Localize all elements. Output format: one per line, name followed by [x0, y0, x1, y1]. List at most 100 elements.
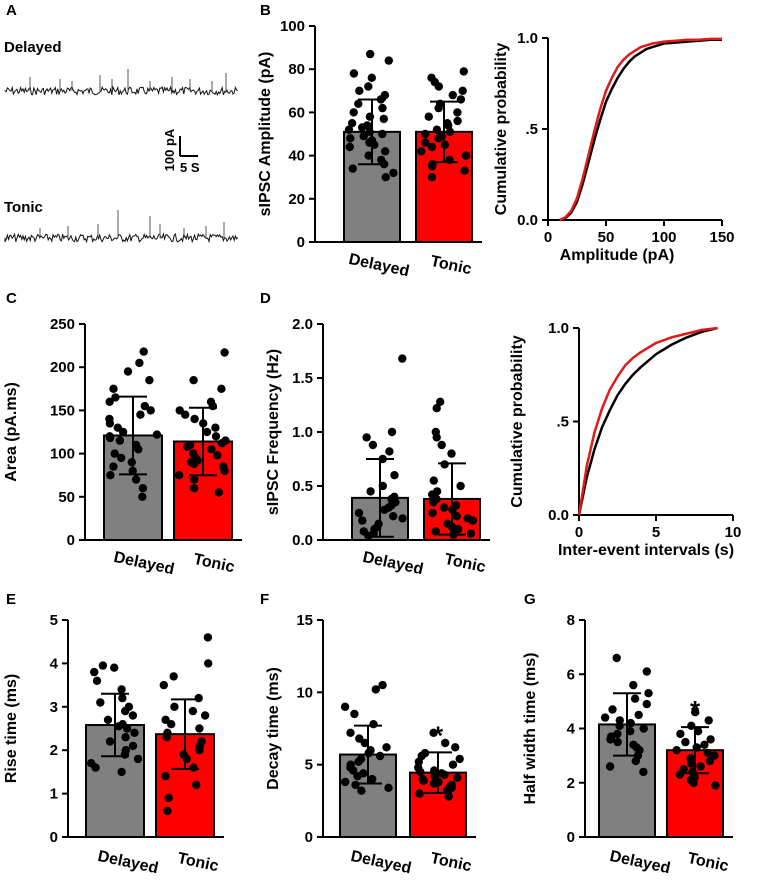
y-tick-label: .5	[525, 121, 538, 138]
x-tick-label: 5	[652, 524, 660, 541]
data-point	[111, 393, 120, 402]
data-point	[349, 69, 359, 78]
data-point	[128, 741, 138, 751]
x-axis-label: Amplitude (pA)	[560, 247, 675, 264]
data-point	[131, 475, 141, 484]
data-point	[634, 710, 643, 720]
data-point	[347, 119, 357, 128]
data-point	[444, 121, 453, 130]
y-axis-label: sIPSC Frequency (Hz)	[265, 349, 282, 515]
data-point	[114, 722, 123, 731]
data-point	[105, 419, 115, 428]
data-point	[427, 142, 437, 152]
panel-label-g: G	[524, 591, 536, 608]
y-tick-label: 0	[305, 829, 313, 846]
data-point	[606, 735, 615, 744]
x-tick-label: 100	[651, 229, 676, 246]
data-point	[445, 127, 455, 136]
data-point	[390, 471, 399, 480]
data-point	[387, 427, 397, 437]
y-tick-label: 6	[567, 666, 575, 683]
data-point	[431, 527, 440, 536]
data-point	[106, 471, 115, 480]
data-point	[378, 454, 387, 464]
data-point	[428, 508, 437, 518]
data-point	[434, 103, 443, 113]
data-point	[138, 492, 147, 501]
y-tick-label: 0	[567, 829, 575, 846]
category-label-delayed: Delayed	[349, 848, 413, 877]
data-point	[189, 376, 198, 385]
panel-label-d: D	[260, 290, 271, 307]
data-point	[358, 516, 367, 525]
data-point	[382, 743, 391, 752]
data-point	[164, 793, 173, 803]
category-label-tonic: Tonic	[192, 551, 236, 576]
data-point	[429, 779, 439, 788]
data-point	[341, 777, 350, 787]
data-point	[105, 737, 115, 746]
y-tick-label: 0.0	[548, 507, 569, 524]
trace-tonic	[4, 232, 239, 244]
data-point	[432, 125, 442, 134]
data-point	[379, 114, 388, 124]
data-point	[448, 90, 457, 100]
data-point	[445, 155, 454, 165]
data-point	[167, 720, 176, 729]
data-point	[189, 484, 199, 493]
data-point	[605, 762, 615, 771]
y-tick-label: 5	[305, 757, 313, 774]
data-point	[384, 783, 393, 792]
data-point	[202, 427, 212, 437]
y-tick-label: 150	[50, 402, 75, 419]
y-tick-label: 1.0	[548, 320, 569, 337]
data-point	[642, 699, 651, 709]
y-tick-label: 2	[50, 742, 58, 759]
data-point	[451, 743, 460, 752]
y-tick-label: 250	[50, 316, 75, 333]
data-point	[447, 449, 456, 458]
data-point	[346, 728, 355, 737]
y-tick-label: 4	[50, 655, 59, 672]
data-point	[136, 410, 145, 419]
trace-title-delayed: Delayed	[4, 39, 62, 56]
data-point	[211, 432, 221, 441]
data-point	[429, 498, 438, 507]
category-label-tonic: Tonic	[443, 551, 487, 576]
data-point	[693, 727, 703, 736]
y-axis-label: sIPSC Amplitude (pA)	[257, 52, 274, 217]
data-point	[631, 756, 640, 766]
data-point	[427, 162, 437, 171]
y-tick-label: 80	[288, 61, 305, 78]
chart-b: B 0 20 40 60 80 100 sIPSC Amplitude (pA) Delayed…	[257, 2, 482, 280]
data-point	[128, 711, 138, 720]
y-tick-label: 15	[296, 612, 313, 629]
data-point	[456, 95, 466, 104]
data-point	[204, 659, 213, 668]
data-point	[98, 661, 108, 670]
series-line-delayed	[577, 326, 718, 516]
chart-cumulative-1: 0.0 .5 1.0 0 50 100 150 Amplitude (pA) Cumulativ…	[493, 30, 735, 264]
data-point	[357, 123, 367, 132]
data-point	[118, 427, 128, 437]
category-label-delayed: Delayed	[112, 549, 176, 578]
data-point	[378, 129, 387, 139]
data-point	[675, 770, 685, 779]
data-point	[354, 757, 363, 766]
data-point	[360, 738, 369, 748]
data-point	[109, 462, 118, 471]
data-point	[449, 530, 458, 539]
data-point	[189, 459, 199, 469]
data-point	[364, 531, 373, 540]
data-point	[696, 762, 705, 771]
y-tick-label: 4	[567, 721, 576, 738]
y-tick-label: 100	[50, 446, 75, 463]
y-tick-label: 2.0	[292, 316, 313, 333]
y-axis-label: Cumulative probability	[509, 335, 526, 508]
trace-delayed	[4, 85, 239, 97]
data-point	[365, 127, 374, 136]
x-axis-label: Inter-event intervals (s)	[558, 542, 734, 559]
data-point	[444, 792, 453, 801]
data-point	[681, 737, 690, 747]
data-point	[378, 680, 387, 690]
